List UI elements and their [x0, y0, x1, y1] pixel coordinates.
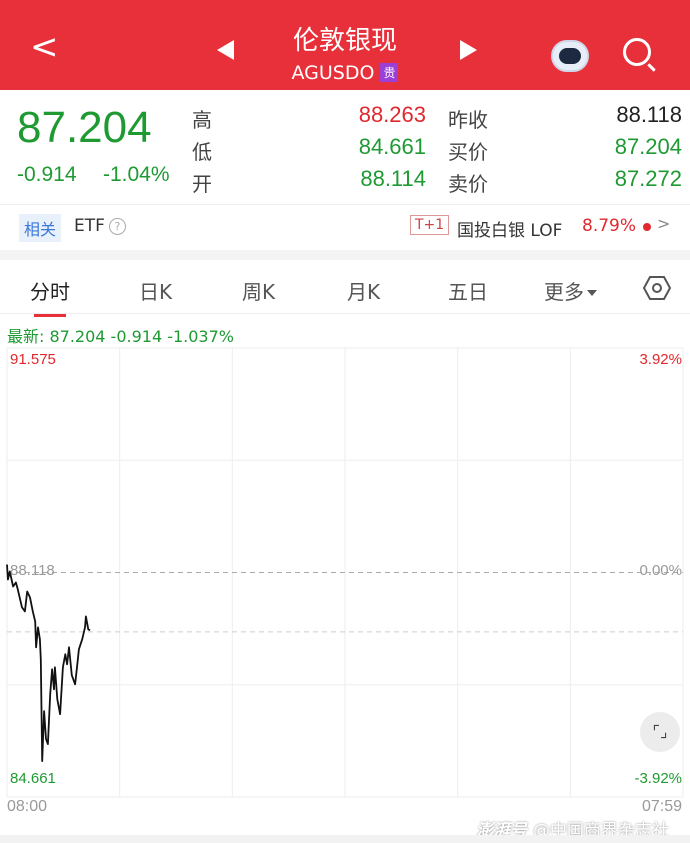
settings-hexagon-icon[interactable] [643, 275, 671, 301]
y-top-label: 91.575 [10, 351, 56, 368]
field-label: 卖价 [448, 172, 488, 196]
tab-weekly-k[interactable]: 周K [242, 280, 276, 304]
t1-badge: T+1 [410, 215, 450, 235]
chevron-right-icon[interactable]: > [657, 214, 671, 233]
symbol-code: AGUSDO 贵 [0, 62, 690, 84]
pct-bottom-label: -3.92% [634, 770, 682, 787]
next-icon[interactable] [460, 40, 477, 60]
pct-mid-label: 0.00% [639, 562, 682, 579]
field-label: 开 [192, 172, 212, 196]
etf-link[interactable]: ETF? [74, 216, 126, 236]
current-price: 87.204 [17, 103, 152, 152]
y-mid-label: 88.118 [10, 562, 55, 579]
field-label: 昨收 [448, 108, 488, 132]
field-label: 买价 [448, 140, 488, 164]
divider [0, 204, 690, 205]
chart-tabs: 分时 日K 周K 月K 五日 更多 [0, 262, 690, 317]
field-value: 87.272 [614, 166, 682, 191]
page-title: 伦敦银现 [292, 26, 397, 56]
caret-down-icon [587, 290, 597, 296]
price-change: -0.914 [17, 163, 77, 186]
fund-change-pct: 8.79% [582, 216, 637, 236]
precious-badge: 贵 [380, 63, 399, 82]
x-start-label: 08:00 [7, 798, 48, 815]
pct-top-label: 3.92% [639, 351, 682, 368]
related-tag[interactable]: 相关 [19, 214, 62, 242]
header: < 伦敦银现 AGUSDO 贵 [0, 0, 690, 90]
tab-intraday[interactable]: 分时 [30, 276, 70, 317]
field-label: 低 [192, 140, 212, 164]
field-value: 88.114 [360, 166, 426, 191]
x-end-label: 07:59 [641, 798, 682, 815]
etf-label: ETF [74, 216, 105, 236]
field-value: 84.661 [358, 134, 426, 159]
footer-bar [0, 835, 690, 843]
field-value: 88.118 [616, 102, 682, 127]
code: AGUSDO [291, 62, 375, 84]
tab-more[interactable]: 更多 [544, 276, 597, 305]
tab-more-label: 更多 [544, 280, 584, 304]
fullscreen-icon[interactable]: ⌜⌟ [640, 712, 680, 752]
status-dot-icon [643, 223, 651, 231]
tab-monthly-k[interactable]: 月K [347, 280, 381, 304]
field-value: 87.204 [614, 134, 682, 159]
field-value: 88.263 [358, 102, 426, 127]
tab-daily-k[interactable]: 日K [139, 280, 173, 304]
search-icon[interactable] [623, 38, 651, 66]
price-change-pct: -1.04% [103, 163, 170, 186]
fund-name[interactable]: 国投白银 LOF [457, 221, 563, 241]
section-gap [0, 250, 690, 260]
y-bottom-label: 84.661 [10, 770, 56, 787]
prev-icon[interactable] [217, 40, 234, 60]
back-icon[interactable]: < [30, 27, 59, 67]
intraday-chart[interactable] [0, 340, 690, 810]
help-icon[interactable]: ? [108, 218, 126, 235]
field-label: 高 [192, 108, 212, 132]
robot-assistant-icon[interactable] [551, 40, 589, 72]
tab-five-day[interactable]: 五日 [448, 280, 488, 304]
latest-readout: 最新: 87.204 -0.914 -1.037% [7, 327, 234, 346]
price-line [6, 564, 91, 762]
